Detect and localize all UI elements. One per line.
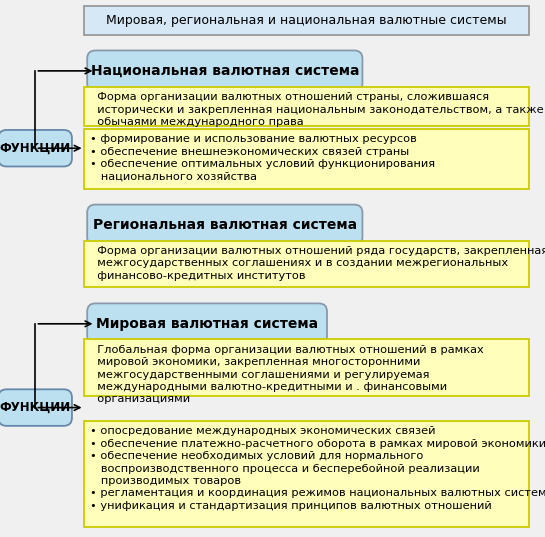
FancyBboxPatch shape — [0, 130, 72, 166]
Text: ФУНКЦИИ: ФУНКЦИИ — [0, 142, 71, 155]
Text: Форма организации валютных отношений страны, сложившаяся
  исторически и закрепл: Форма организации валютных отношений стр… — [90, 92, 543, 127]
Text: Мировая валютная система: Мировая валютная система — [96, 317, 318, 331]
Text: Глобальная форма организации валютных отношений в рамках
  мировой экономики, за: Глобальная форма организации валютных от… — [90, 345, 483, 404]
FancyBboxPatch shape — [84, 129, 529, 189]
Text: ФУНКЦИИ: ФУНКЦИИ — [0, 401, 71, 414]
Text: Региональная валютная система: Региональная валютная система — [93, 218, 357, 232]
FancyBboxPatch shape — [84, 6, 529, 35]
FancyBboxPatch shape — [87, 205, 362, 245]
FancyBboxPatch shape — [84, 339, 529, 396]
Text: Форма организации валютных отношений ряда государств, закрепленная в
  межгосуда: Форма организации валютных отношений ряд… — [90, 246, 545, 281]
FancyBboxPatch shape — [87, 50, 362, 91]
FancyBboxPatch shape — [84, 241, 529, 287]
Text: Национальная валютная система: Национальная валютная система — [90, 64, 359, 78]
Text: • опосредование международных экономических связей
• обеспечение платежно-расчет: • опосредование международных экономичес… — [90, 426, 545, 511]
FancyBboxPatch shape — [87, 303, 327, 344]
Text: Мировая, региональная и национальная валютные системы: Мировая, региональная и национальная вал… — [106, 14, 507, 27]
FancyBboxPatch shape — [84, 87, 529, 126]
Text: • формирование и использование валютных ресурсов
• обеспечение внешнеэкономическ: • формирование и использование валютных … — [90, 134, 435, 182]
FancyBboxPatch shape — [0, 389, 72, 426]
FancyBboxPatch shape — [84, 421, 529, 527]
